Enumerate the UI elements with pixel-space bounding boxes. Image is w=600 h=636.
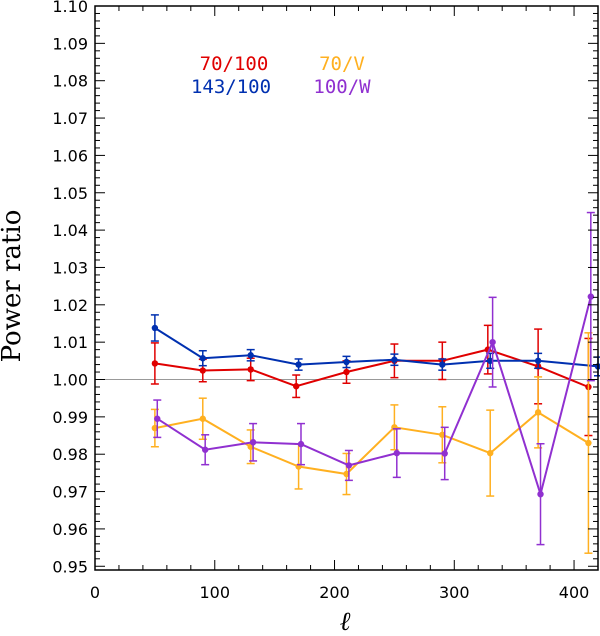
data-point-70-100 bbox=[151, 360, 159, 367]
y-tick-label: 0.98 bbox=[52, 445, 88, 464]
y-tick-label: 1.02 bbox=[52, 296, 88, 315]
ticks-layer bbox=[94, 5, 599, 570]
data-point-70-v bbox=[439, 431, 446, 438]
data-point-70-v bbox=[487, 449, 494, 457]
y-tick-label: 1.03 bbox=[52, 258, 88, 277]
data-point-100-w bbox=[441, 450, 448, 457]
data-point-100-w bbox=[587, 293, 595, 300]
series-line-70-100 bbox=[154, 348, 589, 388]
y-tick-label: 1.08 bbox=[52, 72, 88, 91]
data-point-100-w bbox=[297, 440, 305, 448]
legend-label-70-100: 70/100 bbox=[200, 53, 269, 75]
plot-frame bbox=[94, 5, 599, 571]
y-tick-label: 1.10 bbox=[52, 0, 88, 16]
data-point-100-w bbox=[393, 449, 400, 457]
series-line-143-100 bbox=[154, 327, 599, 368]
data-point-70-v bbox=[585, 439, 592, 447]
y-tick-label: 0.96 bbox=[52, 520, 88, 539]
x-tick-label: 300 bbox=[439, 583, 470, 602]
x-tick-label: 100 bbox=[199, 583, 230, 602]
y-tick-label: 1.07 bbox=[52, 109, 88, 128]
series-70-v bbox=[150, 332, 593, 554]
data-point-70-100 bbox=[199, 367, 206, 374]
data-point-143-100 bbox=[247, 352, 254, 359]
data-point-70-v bbox=[151, 424, 159, 432]
legend-label-70-v: 70/V bbox=[319, 53, 365, 75]
data-point-70-v bbox=[343, 470, 350, 478]
data-point-70-100 bbox=[247, 366, 254, 373]
y-tick-label: 0.99 bbox=[52, 408, 88, 427]
x-tick-label: 200 bbox=[319, 583, 350, 602]
y-tick-label: 1.01 bbox=[52, 333, 88, 352]
data-point-143-100 bbox=[534, 357, 542, 365]
plot-frame-layer bbox=[94, 5, 599, 571]
data-point-100-w bbox=[154, 415, 161, 422]
data-point-143-100 bbox=[151, 324, 159, 332]
series-100-w bbox=[153, 211, 595, 546]
y-tick-label: 1.00 bbox=[52, 371, 88, 390]
y-axis-title: Power ratio bbox=[0, 210, 27, 363]
x-axis-title: ℓ bbox=[340, 607, 351, 636]
data-point-100-w bbox=[249, 439, 257, 446]
series-line-100-w bbox=[156, 296, 592, 498]
y-tick-label: 0.95 bbox=[52, 557, 88, 576]
x-tick-label: 0 bbox=[90, 583, 100, 602]
y-tick-label: 0.97 bbox=[52, 483, 88, 502]
y-tick-label: 1.04 bbox=[52, 221, 88, 240]
y-tick-label: 1.09 bbox=[52, 34, 88, 53]
data-point-70-100 bbox=[343, 368, 350, 376]
series-143-100 bbox=[150, 314, 600, 377]
data-point-100-w bbox=[537, 490, 544, 498]
data-point-143-100 bbox=[391, 356, 398, 363]
data-point-70-v bbox=[534, 409, 542, 416]
y-tick-label: 1.06 bbox=[52, 146, 88, 165]
data-point-100-w bbox=[201, 446, 209, 453]
y-tick-label: 1.05 bbox=[52, 184, 88, 203]
tick-labels-layer: 0.95 0.96 0.97 0.98 0.99 1.00 1.01 1.02 1.03 1.04… bbox=[52, 0, 589, 602]
data-point-143-100 bbox=[199, 355, 206, 362]
data-point-143-100 bbox=[487, 357, 494, 365]
data-point-100-w bbox=[345, 462, 353, 469]
series-70-100 bbox=[150, 324, 593, 437]
data-point-143-100 bbox=[343, 358, 350, 366]
series-layer bbox=[150, 211, 600, 554]
series-line-70-v bbox=[154, 411, 589, 476]
x-tick-label: 400 bbox=[559, 583, 590, 602]
data-point-143-100 bbox=[439, 361, 446, 368]
data-point-100-w bbox=[489, 338, 496, 346]
data-point-70-100 bbox=[293, 383, 300, 390]
data-point-70-v bbox=[199, 415, 206, 422]
data-point-143-100 bbox=[295, 361, 302, 368]
legend-label-100-w: 100/W bbox=[313, 76, 371, 98]
legend-label-143-100: 143/100 bbox=[191, 76, 271, 98]
